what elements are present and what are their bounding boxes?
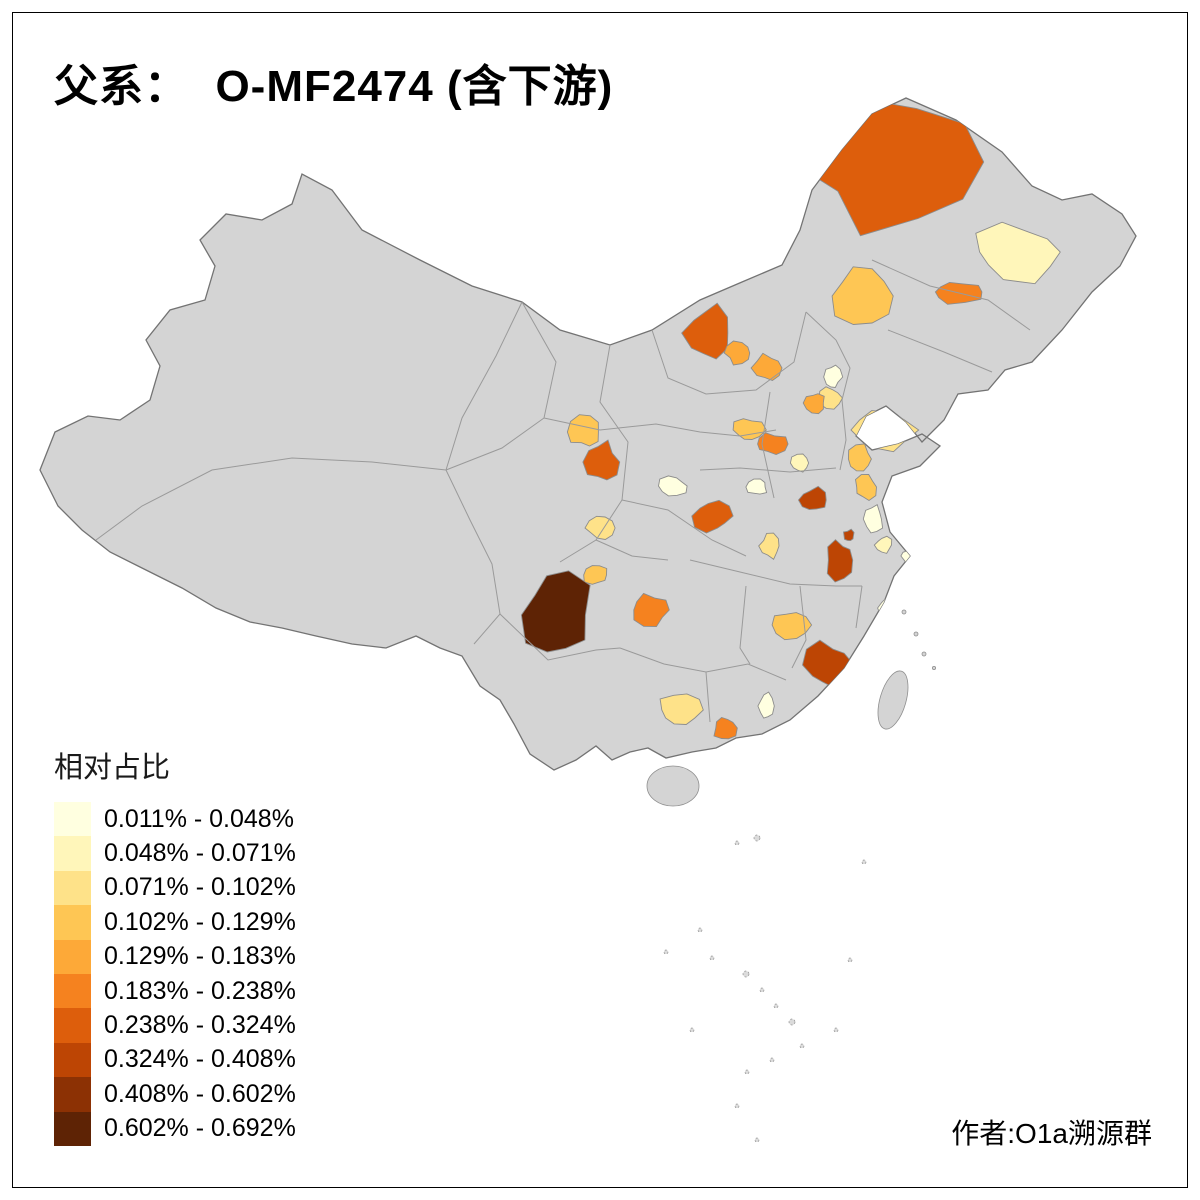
map-region <box>771 612 813 641</box>
legend: 相对占比 0.011% - 0.048% 0.048% - 0.071% 0.071… <box>54 744 296 1146</box>
legend-label: 0.408% - 0.602% <box>104 1079 296 1108</box>
legend-label: 0.183% - 0.238% <box>104 976 296 1005</box>
legend-label: 0.238% - 0.324% <box>104 1011 296 1040</box>
map-region <box>797 485 827 510</box>
map-region <box>713 716 738 740</box>
legend-label: 0.129% - 0.183% <box>104 942 296 971</box>
legend-label: 0.324% - 0.408% <box>104 1045 296 1074</box>
legend-row: 0.408% - 0.602% <box>54 1077 296 1112</box>
map-region <box>566 414 599 447</box>
map-region <box>847 443 872 472</box>
author-credit: 作者:O1a溯源群 <box>951 1118 1152 1149</box>
legend-swatch <box>54 870 91 906</box>
legend-label: 0.602% - 0.692% <box>104 1114 296 1143</box>
map-region <box>823 364 844 388</box>
legend-label: 0.011% - 0.048% <box>104 804 294 833</box>
legend-row: 0.129% - 0.183% <box>54 939 296 974</box>
map-region <box>892 523 910 539</box>
legend-row: 0.183% - 0.238% <box>54 973 296 1009</box>
legend-swatch <box>54 1008 91 1043</box>
legend-row: 0.602% - 0.692% <box>54 1111 296 1146</box>
map-region <box>681 302 729 360</box>
map-region <box>826 539 854 583</box>
legend-swatch <box>54 905 91 940</box>
legend-label: 0.071% - 0.102% <box>104 873 296 902</box>
map-region <box>758 532 780 560</box>
page-title: 父系： O-MF2474 (含下游) <box>54 62 614 111</box>
legend-swatch <box>54 1042 91 1078</box>
map-region <box>520 570 591 653</box>
province-borders <box>95 259 1031 723</box>
map-region <box>659 693 704 725</box>
map-region <box>583 565 608 585</box>
map-region <box>582 439 621 481</box>
taiwan-island <box>877 670 909 730</box>
legend-label: 0.048% - 0.071% <box>104 839 296 868</box>
islands <box>646 609 937 807</box>
legend-swatch <box>54 802 91 837</box>
map-region <box>873 535 893 554</box>
legend-swatch <box>54 973 91 1009</box>
map-region <box>723 340 751 366</box>
legend-rows: 0.011% - 0.048% 0.048% - 0.071% 0.071% - 0… <box>54 802 296 1146</box>
legend-row: 0.238% - 0.324% <box>54 1008 296 1043</box>
legend-row: 0.011% - 0.048% <box>54 802 296 837</box>
legend-swatch <box>54 1111 91 1146</box>
map-region <box>633 592 670 628</box>
map-region <box>691 499 734 534</box>
map-region <box>732 418 767 440</box>
map-region <box>750 352 783 382</box>
legend-title: 相对占比 <box>54 752 171 784</box>
map-region <box>862 504 884 534</box>
map-region <box>802 393 825 415</box>
legend-row: 0.102% - 0.129% <box>54 905 296 940</box>
map-region <box>757 691 775 719</box>
map-region <box>745 478 768 495</box>
hainan-island <box>646 765 700 807</box>
legend-label: 0.102% - 0.129% <box>104 907 296 936</box>
legend-swatch <box>54 1077 91 1112</box>
map-region <box>855 474 877 502</box>
map-region <box>757 432 789 455</box>
legend-swatch <box>54 836 91 871</box>
map-region <box>658 475 688 497</box>
south-china-sea-islets <box>663 834 867 1143</box>
legend-swatch <box>54 939 91 974</box>
map-region <box>975 221 1061 285</box>
legend-row: 0.324% - 0.408% <box>54 1042 296 1078</box>
map-region <box>831 266 894 325</box>
legend-row: 0.071% - 0.102% <box>54 870 296 906</box>
map-region <box>842 528 855 542</box>
legend-row: 0.048% - 0.071% <box>54 836 296 871</box>
